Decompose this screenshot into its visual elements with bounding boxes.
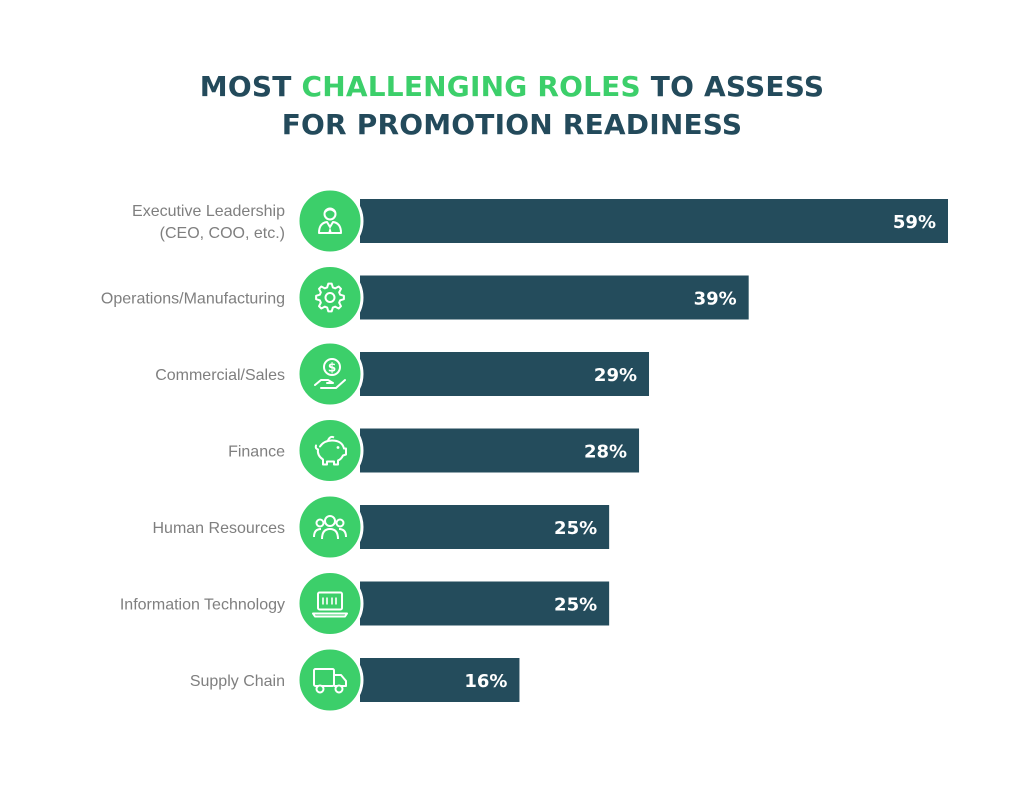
icon-circle <box>296 417 364 484</box>
chart-row: 59% Executive Leadership (CEO, COO, etc.) <box>132 187 948 255</box>
category-label: Operations/Manufacturing <box>101 291 285 308</box>
category-label: Commercial/Sales <box>155 367 285 384</box>
title-line-2: FOR PROMOTION READINESS <box>281 108 743 141</box>
value-label: 39% <box>694 289 737 310</box>
category-label: Supply Chain <box>190 673 285 690</box>
chart-row: 39% Operations/Manufacturing <box>101 264 749 331</box>
chart-row: 28% Finance <box>228 417 640 484</box>
category-label: Finance <box>228 444 285 461</box>
value-label: 59% <box>893 212 936 233</box>
chart-row: 25% Information Technology <box>120 570 610 637</box>
title-highlight: CHALLENGING ROLES <box>301 70 641 103</box>
bar <box>360 581 610 626</box>
bar <box>360 275 749 320</box>
bar <box>360 199 948 243</box>
value-label: 28% <box>584 442 627 463</box>
title-line-1: MOST CHALLENGING ROLES TO ASSESS <box>0 68 1024 106</box>
chart-row: 16% Supply Chain <box>190 646 520 714</box>
people-group-icon <box>313 515 347 540</box>
bar <box>360 505 610 549</box>
laptop-code-icon <box>312 591 348 618</box>
category-label: Executive Leadership <box>132 203 285 220</box>
piggy-bank-icon <box>314 435 347 466</box>
value-label: 25% <box>554 518 597 539</box>
bar <box>360 352 650 396</box>
category-label: Human Resources <box>153 520 286 537</box>
icon-circle <box>296 570 364 637</box>
category-label: Information Technology <box>120 597 285 614</box>
value-label: 25% <box>554 595 597 616</box>
icon-circle <box>296 264 364 331</box>
executive-person-icon <box>318 207 342 234</box>
bar <box>360 428 640 473</box>
value-label: 16% <box>464 671 507 692</box>
icon-circle <box>296 646 364 714</box>
money-hand-icon: $ <box>314 358 346 389</box>
chart-title: MOST CHALLENGING ROLES TO ASSESS FOR PRO… <box>0 68 1024 144</box>
category-label: (CEO, COO, etc.) <box>160 225 285 242</box>
svg-text:$: $ <box>328 361 336 375</box>
truck-icon <box>313 668 347 694</box>
bar <box>360 658 520 702</box>
chart-row: 29% $ Commercial/Sales <box>155 340 650 408</box>
icon-circle <box>296 187 364 255</box>
title-part-1: MOST <box>199 70 302 103</box>
chart-row: 25% Human Resources <box>153 493 610 561</box>
title-part-2: TO ASSESS <box>640 70 825 103</box>
value-label: 29% <box>594 365 637 386</box>
gear-icon <box>315 282 345 313</box>
